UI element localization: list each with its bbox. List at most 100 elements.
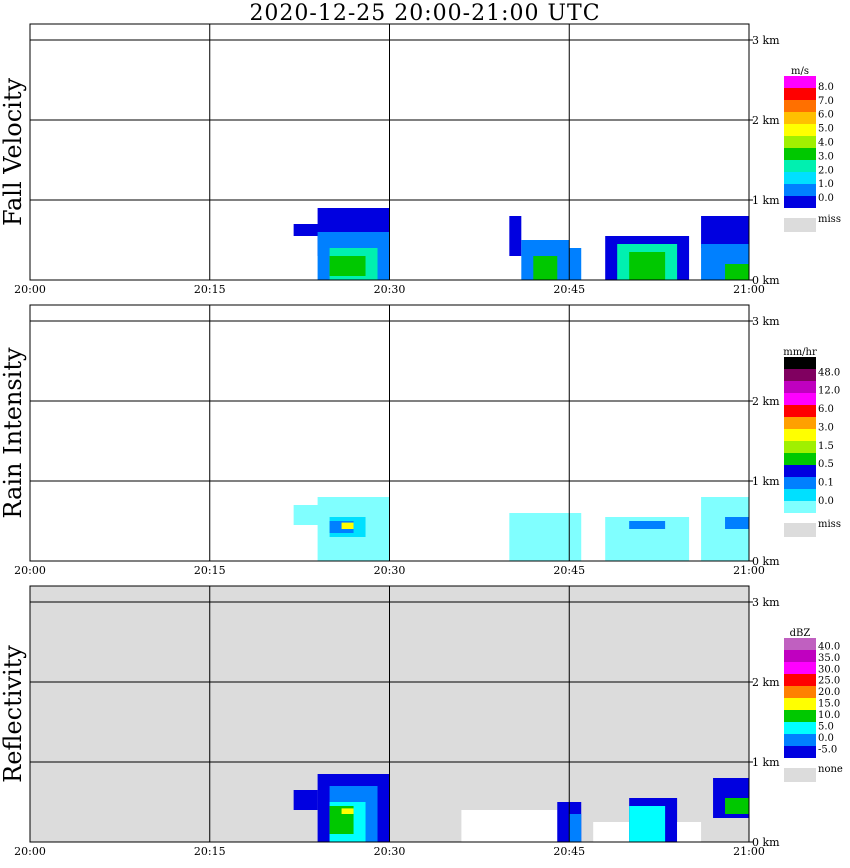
y-tick-label: 3 km <box>752 315 780 328</box>
x-tick-label: 20:15 <box>194 283 226 296</box>
x-tick-label: 20:45 <box>553 283 585 296</box>
x-tick-label: 20:00 <box>14 564 46 577</box>
plot-frame <box>29 585 750 843</box>
colorbar-swatch <box>784 501 816 513</box>
colorbar-missing-swatch <box>784 218 816 232</box>
x-tick-label: 20:15 <box>194 845 226 858</box>
x-tick-label: 20:00 <box>14 845 46 858</box>
colorbar-swatch <box>784 160 816 172</box>
colorbar-swatch <box>784 674 816 686</box>
panel-2: 20:00 20:15 20:30 20:45 21:000 km 1 km 2 km 3 k… <box>0 585 843 858</box>
colorbar-unit: dBZ <box>790 628 811 639</box>
colorbar-label: 5.0 <box>818 721 834 732</box>
y-tick-label: 3 km <box>752 34 780 47</box>
echo-region <box>509 216 522 256</box>
y-tick-label: 2 km <box>752 114 780 127</box>
colorbar-missing-label: miss <box>818 519 841 530</box>
colorbar-label: 25.0 <box>818 676 840 687</box>
colorbar-swatch <box>784 465 816 477</box>
colorbar-label: 3.0 <box>818 422 834 433</box>
colorbar-label: 6.0 <box>818 404 834 415</box>
colorbar-swatch <box>784 441 816 453</box>
colorbar-swatch <box>784 136 816 148</box>
echo-region <box>725 264 749 280</box>
y-tick-label: 3 km <box>752 596 780 609</box>
colorbar-swatch <box>784 698 816 710</box>
x-tick-label: 20:45 <box>553 845 585 858</box>
echo-region <box>341 808 354 814</box>
colorbar-swatch <box>784 710 816 722</box>
chart-title: 2020-12-25 20:00-21:00 UTC <box>249 1 601 26</box>
colorbar-missing-label: miss <box>818 214 841 225</box>
colorbar-swatch <box>784 489 816 501</box>
colorbar-label: 1.5 <box>818 441 834 452</box>
y-tick-label: 2 km <box>752 395 780 408</box>
colorbar-swatch <box>784 124 816 136</box>
colorbar-label: 35.0 <box>818 653 840 664</box>
echo-region <box>569 248 582 280</box>
colorbar-label: 7.0 <box>818 96 834 107</box>
panel-1: 20:00 20:15 20:30 20:45 21:000 km 1 km 2 km 3 k… <box>0 304 841 577</box>
colorbar-label: 0.0 <box>818 733 834 744</box>
x-tick-label: 21:00 <box>733 283 765 296</box>
y-axis-label: Reflectivity <box>0 645 27 783</box>
colorbar-swatch <box>784 196 816 208</box>
colorbar-swatch <box>784 722 816 734</box>
colorbar-swatch <box>784 357 816 369</box>
x-tick-label: 20:00 <box>14 283 46 296</box>
echo-region <box>533 256 558 280</box>
colorbar-label: 48.0 <box>818 367 840 378</box>
colorbar-label: 15.0 <box>818 699 840 710</box>
colorbar-swatch <box>784 453 816 465</box>
colorbar-missing-label: none <box>818 764 843 775</box>
echo-region <box>701 216 749 248</box>
colorbar-label: 10.0 <box>818 710 840 721</box>
plot-frame <box>29 304 750 562</box>
echo-region <box>725 798 749 814</box>
y-tick-label: 1 km <box>752 475 780 488</box>
colorbar-label: 12.0 <box>818 386 840 397</box>
echo-region <box>629 252 666 280</box>
colorbar-missing-swatch <box>784 523 816 537</box>
y-axis-label: Fall Velocity <box>0 78 27 227</box>
colorbar-swatch <box>784 172 816 184</box>
echo-region <box>593 822 630 842</box>
echo-region <box>569 814 582 842</box>
x-tick-label: 21:00 <box>733 564 765 577</box>
colorbar-swatch <box>784 88 816 100</box>
colorbar-missing-swatch <box>784 768 816 782</box>
echo-region <box>509 513 582 561</box>
colorbar-unit: mm/hr <box>783 347 817 358</box>
colorbar-label: 6.0 <box>818 110 834 121</box>
panel-0: 20:00 20:15 20:30 20:45 21:000 km 1 km 2 km 3 k… <box>0 23 841 296</box>
x-tick-label: 20:15 <box>194 564 226 577</box>
colorbar-label: 5.0 <box>818 124 834 135</box>
x-tick-label: 20:30 <box>374 283 406 296</box>
y-tick-label: 0 km <box>752 555 780 568</box>
colorbar-label: 2.0 <box>818 165 834 176</box>
colorbar-swatch <box>784 477 816 489</box>
y-tick-label: 2 km <box>752 676 780 689</box>
colorbar-swatch <box>784 148 816 160</box>
x-tick-label: 20:30 <box>374 845 406 858</box>
colorbar-unit: m/s <box>791 66 809 77</box>
y-tick-label: 0 km <box>752 274 780 287</box>
colorbar-label: 0.5 <box>818 459 834 470</box>
colorbar-swatch <box>784 429 816 441</box>
colorbar-swatch <box>784 662 816 674</box>
echo-region <box>329 256 366 276</box>
colorbar-swatch <box>784 746 816 758</box>
colorbar-swatch <box>784 405 816 417</box>
colorbar-label: 0.0 <box>818 496 834 507</box>
colorbar-label: 4.0 <box>818 137 834 148</box>
echo-region <box>341 522 354 529</box>
colorbar-swatch <box>784 381 816 393</box>
colorbar-label: 40.0 <box>818 641 840 652</box>
colorbar-label: 0.0 <box>818 193 834 204</box>
y-tick-label: 1 km <box>752 756 780 769</box>
colorbar-label: 8.0 <box>818 82 834 93</box>
y-axis-label: Rain Intensity <box>0 347 27 519</box>
echo-region <box>725 517 749 529</box>
echo-region <box>629 521 666 529</box>
